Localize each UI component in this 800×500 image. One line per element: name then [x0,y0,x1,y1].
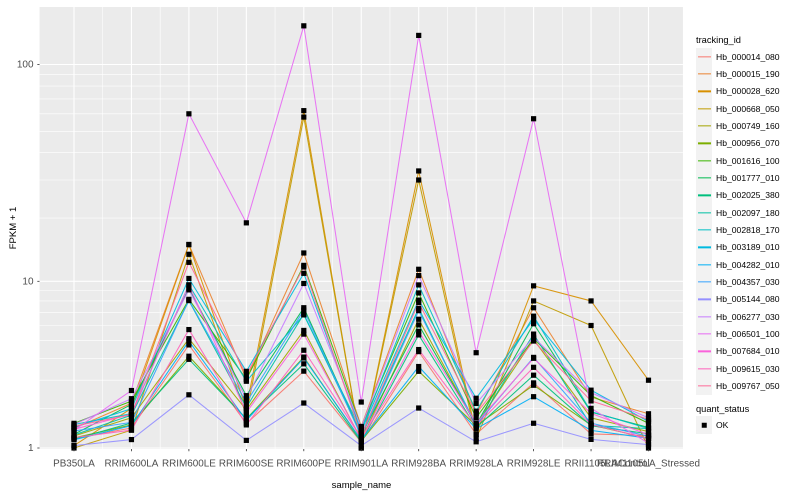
svg-text:RRIM928BA: RRIM928BA [391,459,446,470]
svg-text:1: 1 [28,443,34,454]
svg-text:RRIM928LA: RRIM928LA [449,459,503,470]
svg-text:RRIM600SE: RRIM600SE [219,459,274,470]
svg-text:PB350LA: PB350LA [53,459,95,470]
svg-text:RRIM600LE: RRIM600LE [162,459,216,470]
svg-text:100: 100 [17,60,34,71]
svg-text:RRIM928LE: RRIM928LE [507,459,561,470]
svg-text:Control: Control [618,459,650,470]
svg-text:RRIM600PE: RRIM600PE [276,459,331,470]
svg-text:RRIM901LA: RRIM901LA [334,459,388,470]
svg-text:10: 10 [22,277,34,288]
svg-text:RRIM600LA: RRIM600LA [105,459,159,470]
